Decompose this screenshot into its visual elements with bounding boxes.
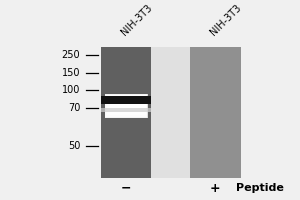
Text: NIH-3T3: NIH-3T3 bbox=[208, 3, 243, 38]
Text: 100: 100 bbox=[62, 85, 80, 95]
Bar bbox=[101, 108, 152, 112]
Text: Peptide: Peptide bbox=[236, 183, 284, 193]
Text: 70: 70 bbox=[68, 103, 80, 113]
Bar bbox=[107, 97, 146, 115]
Text: NIH-3T3: NIH-3T3 bbox=[119, 3, 154, 38]
Bar bbox=[104, 94, 148, 118]
Bar bbox=[101, 47, 152, 178]
Text: −: − bbox=[121, 182, 131, 195]
Bar bbox=[106, 95, 146, 117]
Bar bbox=[101, 96, 152, 104]
Bar bbox=[106, 95, 146, 117]
Bar bbox=[105, 94, 148, 118]
Bar bbox=[152, 47, 190, 178]
Bar bbox=[190, 47, 241, 178]
Text: +: + bbox=[210, 182, 221, 195]
Bar bbox=[106, 95, 147, 117]
Text: 50: 50 bbox=[68, 141, 80, 151]
Text: 150: 150 bbox=[62, 68, 80, 78]
Bar bbox=[105, 95, 147, 117]
Text: 250: 250 bbox=[61, 50, 80, 60]
